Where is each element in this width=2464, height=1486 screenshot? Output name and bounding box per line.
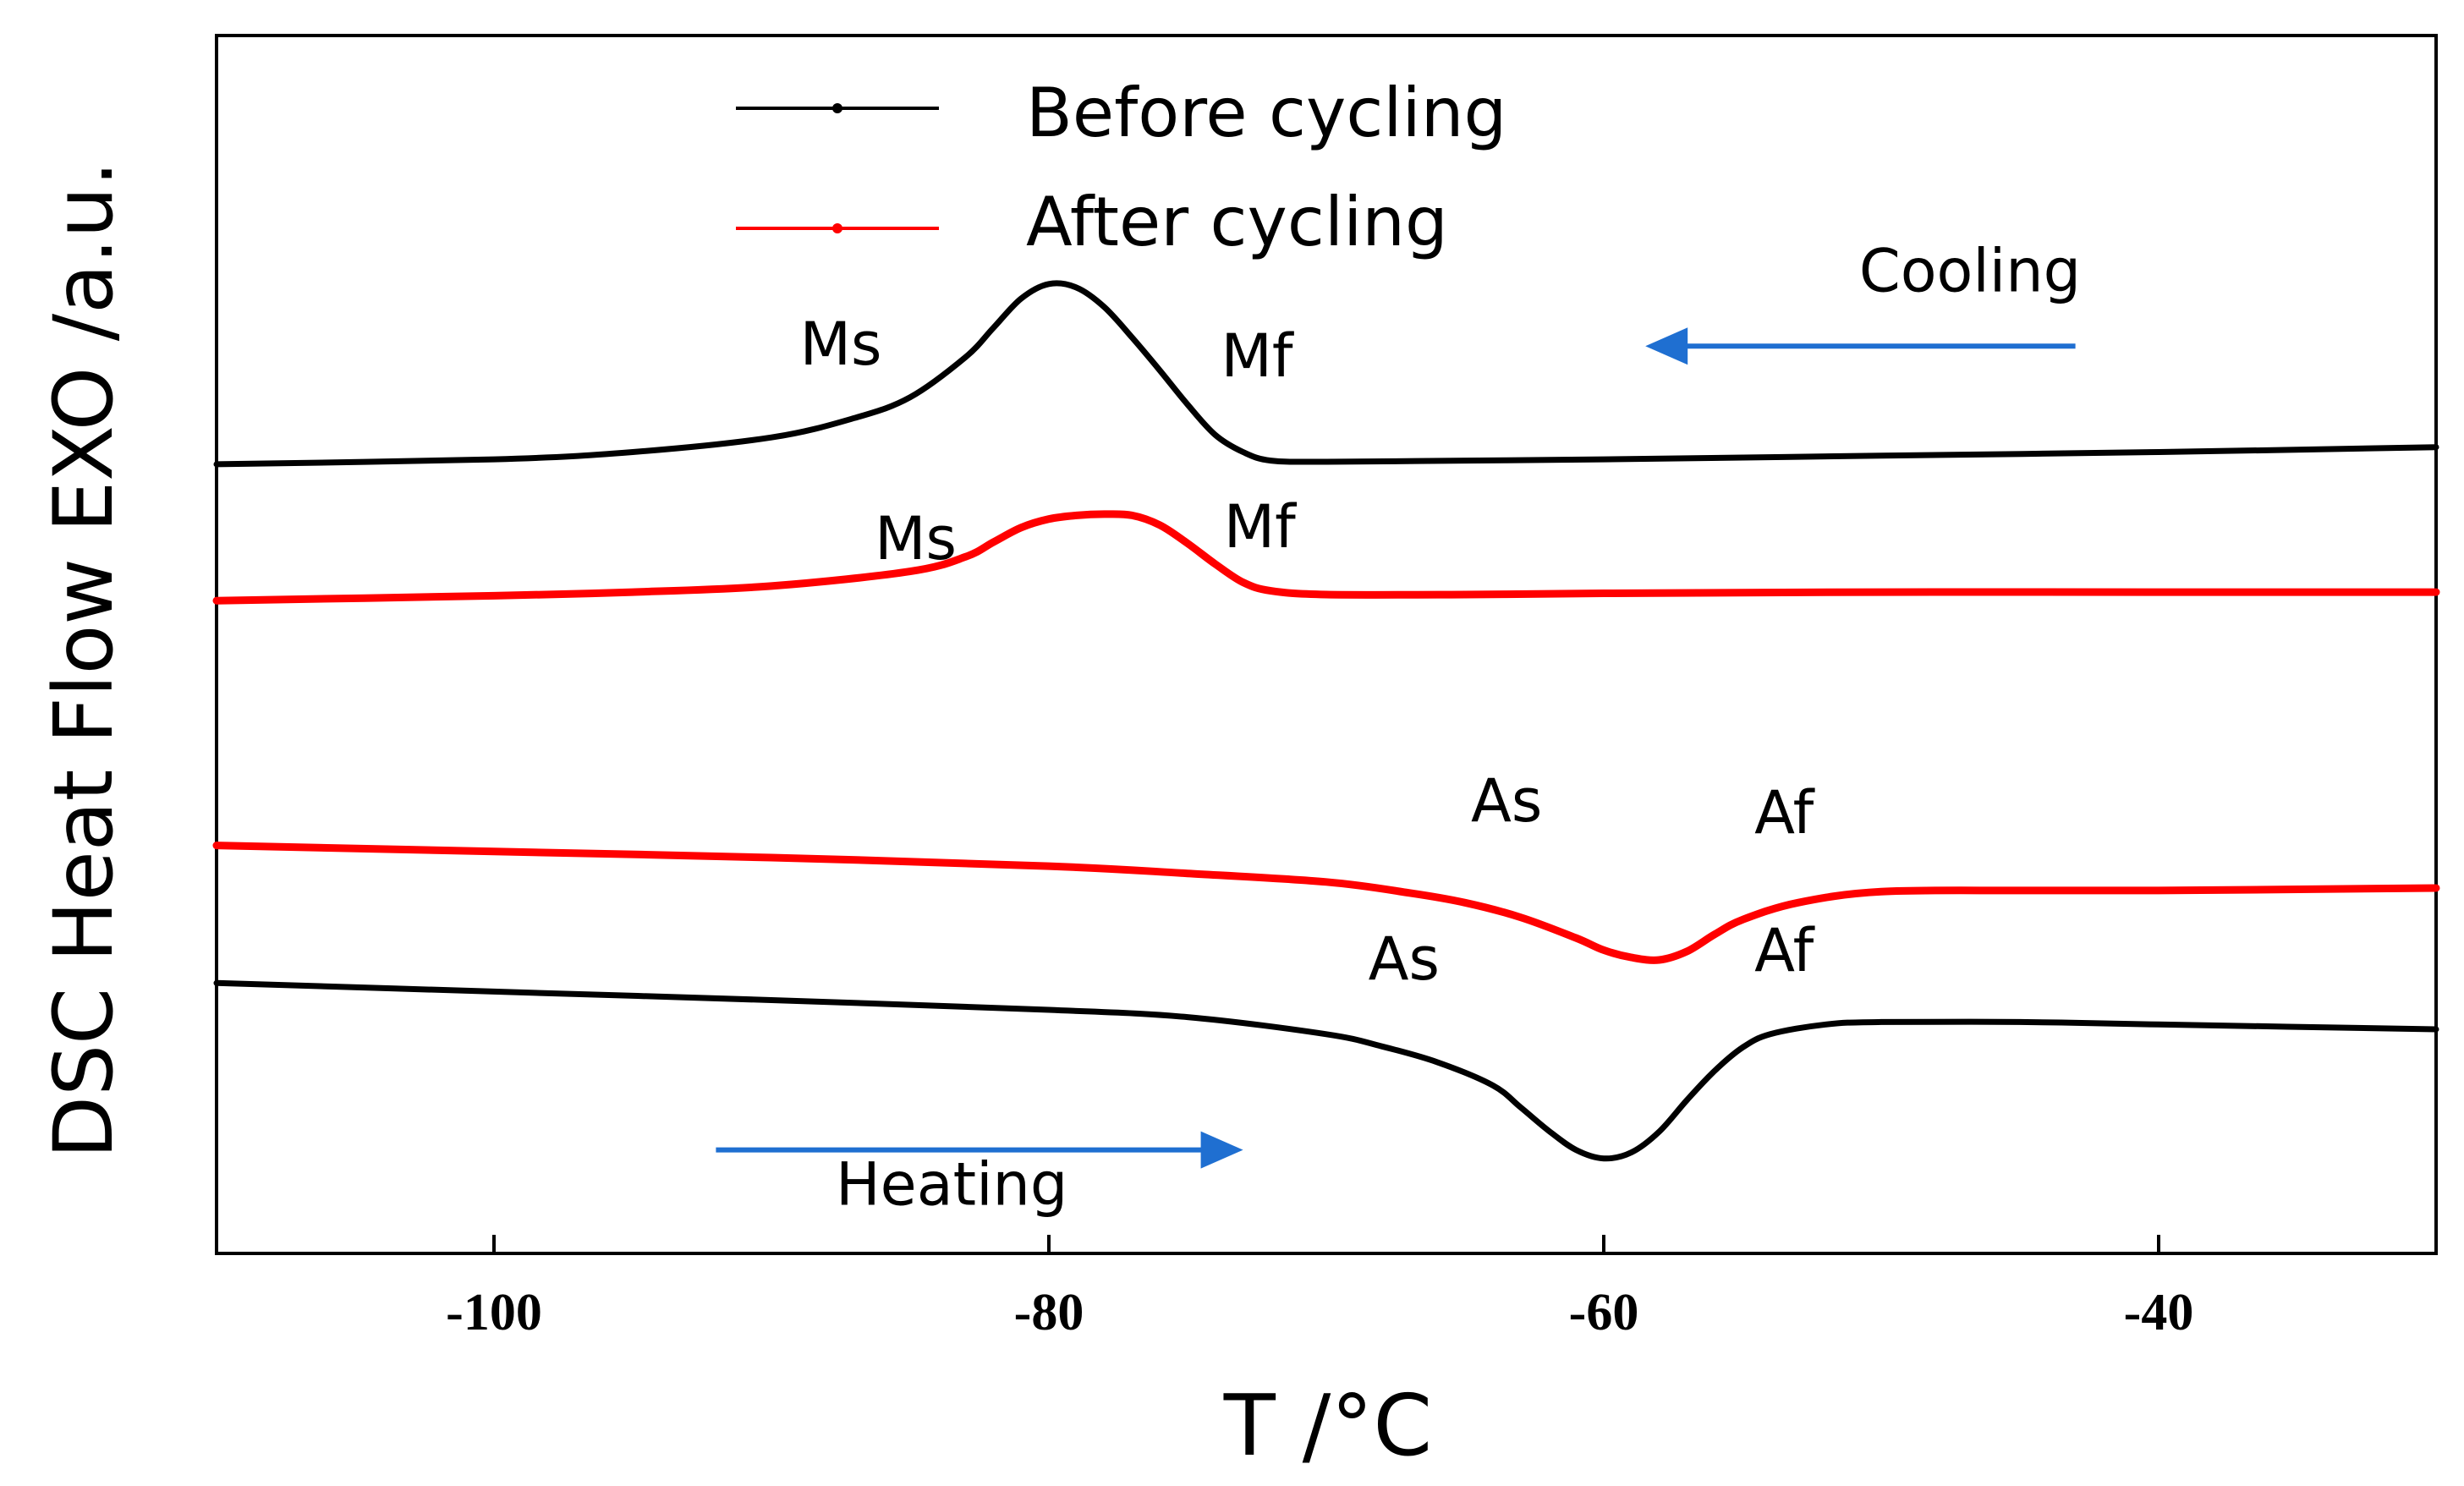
annotation-as: As — [1471, 766, 1542, 836]
annotation-heating: Heating — [836, 1149, 1067, 1219]
x-tick-label: -100 — [446, 1284, 542, 1341]
x-axis-ticks: -100 -80 -60 -40 — [446, 1235, 2193, 1341]
x-tick-label: -80 — [1014, 1284, 1084, 1341]
legend-marker-after — [832, 223, 842, 233]
annotation-mf: Mf — [1221, 321, 1293, 391]
legend-label-after: After cycling — [1026, 183, 1448, 261]
arrow-cooling-head — [1645, 327, 1688, 365]
legend-marker-before — [832, 103, 842, 113]
annotation-cooling: Cooling — [1859, 236, 2081, 305]
annotation-mf: Mf — [1224, 492, 1297, 562]
annotation-as: As — [1369, 924, 1440, 994]
annotations-layer: Ms Mf Ms Mf As Af As Af Cooling Heating — [800, 236, 2082, 1219]
annotation-ms: Ms — [800, 310, 882, 379]
x-axis-title: T /°C — [1223, 1376, 1432, 1475]
x-tick-label: -40 — [2124, 1284, 2194, 1341]
annotation-af: Af — [1754, 778, 1814, 847]
arrows-layer — [716, 327, 2076, 1169]
annotation-af: Af — [1754, 916, 1814, 985]
x-tick-label: -60 — [1569, 1284, 1639, 1341]
series-layer — [212, 280, 2440, 1162]
legend-label-before: Before cycling — [1026, 74, 1506, 152]
arrow-heating-head — [1200, 1131, 1243, 1169]
series-line-1 — [212, 510, 2440, 605]
plot-frame — [215, 34, 2438, 1255]
legend: Before cycling After cycling — [736, 74, 1506, 261]
series-line-2 — [212, 842, 2440, 964]
y-axis-title: DSC Heat Flow EXO /a.u. — [36, 161, 131, 1159]
annotation-ms: Ms — [875, 504, 957, 573]
series-line-0 — [213, 280, 2439, 468]
series-line-3 — [213, 979, 2439, 1162]
